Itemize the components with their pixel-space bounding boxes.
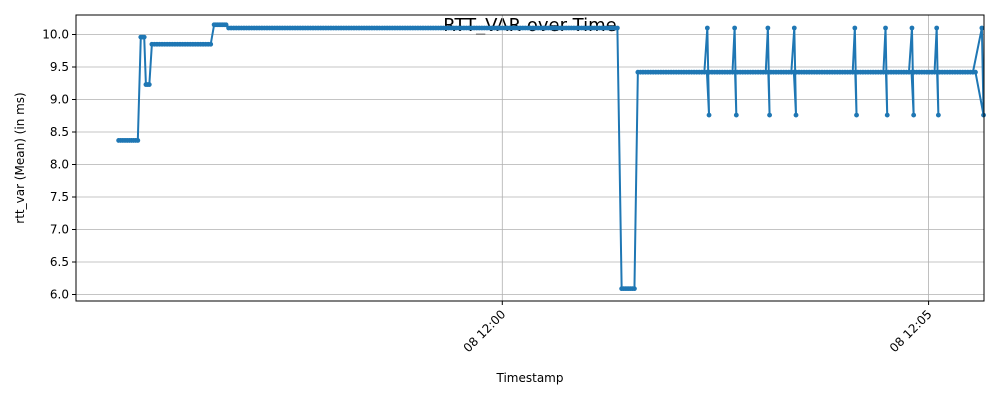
series-markers xyxy=(116,22,986,292)
y-tick-label: 9.5 xyxy=(50,60,69,74)
y-tick-label: 8.5 xyxy=(50,125,69,139)
plot-frame xyxy=(75,14,985,302)
data-point xyxy=(854,112,859,118)
data-point xyxy=(852,25,858,31)
data-point xyxy=(146,82,152,87)
data-point xyxy=(732,25,738,31)
data-point xyxy=(979,25,985,31)
x-axis: 08 12:00 08 12:05 xyxy=(461,301,935,355)
data-point xyxy=(791,25,797,31)
y-tick-label: 6.0 xyxy=(50,288,69,302)
data-point xyxy=(909,25,915,31)
data-point xyxy=(934,25,940,31)
rtt-var-line xyxy=(118,23,985,290)
y-tick-label: 7.0 xyxy=(50,223,69,237)
y-axis-label: rtt_var (Mean) (in ms) xyxy=(13,92,27,223)
data-point xyxy=(884,112,890,118)
y-tick-label: 9.0 xyxy=(50,93,69,107)
x-tick-label: 08 12:05 xyxy=(887,307,935,355)
y-tick-label: 8.0 xyxy=(50,158,69,172)
data-point xyxy=(935,112,941,118)
series-line xyxy=(118,23,985,290)
x-tick-label: 08 12:00 xyxy=(461,307,509,355)
y-tick-label: 10.0 xyxy=(42,28,69,42)
data-point xyxy=(135,138,141,143)
data-point xyxy=(706,112,712,118)
y-tick-label: 7.5 xyxy=(50,190,69,204)
y-axis: 6.0 6.5 7.0 7.5 8.0 8.5 9.0 9.5 10.0 xyxy=(42,28,76,302)
data-point xyxy=(883,25,888,31)
data-point xyxy=(911,112,917,118)
data-point xyxy=(793,112,799,118)
data-point xyxy=(733,112,739,118)
data-point xyxy=(704,25,710,31)
data-point xyxy=(767,112,772,118)
data-point xyxy=(973,69,978,75)
grid-lines xyxy=(76,15,984,301)
chart-title: RTT_VAR over Time xyxy=(443,15,617,36)
x-axis-label: Timestamp xyxy=(496,371,564,385)
data-point xyxy=(632,286,637,292)
y-tick-label: 6.5 xyxy=(50,255,69,269)
data-point xyxy=(208,41,214,47)
data-point xyxy=(223,22,229,28)
data-point xyxy=(614,25,620,31)
data-point xyxy=(141,34,147,40)
data-point xyxy=(765,25,771,31)
